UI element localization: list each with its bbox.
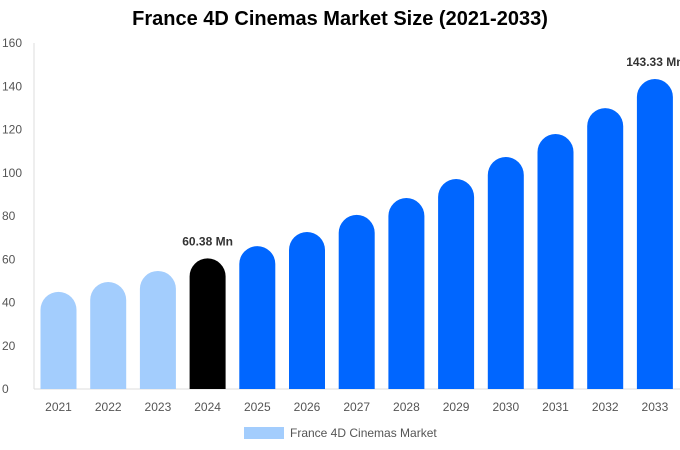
y-tick-label: 160 <box>2 36 22 50</box>
data-label: 143.33 Mn <box>626 55 680 69</box>
data-label: 60.38 Mn <box>182 234 233 248</box>
y-tick-label: 140 <box>2 79 22 93</box>
bar-2026 <box>289 232 325 389</box>
bar-2022 <box>90 281 127 389</box>
x-tick-label: 2031 <box>542 400 569 414</box>
x-tick-label: 2026 <box>294 400 321 414</box>
x-tick-label: 2024 <box>194 400 221 414</box>
y-tick-label: 80 <box>2 209 16 223</box>
x-tick-label: 2021 <box>45 400 72 414</box>
bar-2021 <box>40 291 77 389</box>
legend[interactable]: France 4D Cinemas Market <box>244 426 437 440</box>
bar-2028 <box>388 198 425 389</box>
y-tick-label: 100 <box>2 166 22 180</box>
bar-2027 <box>338 214 375 389</box>
bar-2033 <box>636 79 673 389</box>
bar-2031 <box>537 134 574 389</box>
x-tick-label: 2029 <box>443 400 470 414</box>
bar-2030 <box>487 156 524 389</box>
bar-2032 <box>587 108 624 389</box>
x-tick-label: 2030 <box>492 400 519 414</box>
x-tick-label: 2032 <box>592 400 619 414</box>
bar-2023 <box>139 270 176 389</box>
chart-title: France 4D Cinemas Market Size (2021-2033… <box>132 8 548 30</box>
bar-2025 <box>239 246 276 389</box>
x-tick-label: 2028 <box>393 400 420 414</box>
x-tick-label: 2033 <box>642 400 669 414</box>
y-tick-label: 0 <box>2 382 9 396</box>
x-tick-label: 2022 <box>95 400 122 414</box>
legend-label: France 4D Cinemas Market <box>290 426 437 440</box>
y-tick-label: 60 <box>2 252 16 266</box>
y-tick-label: 20 <box>2 339 16 353</box>
legend-swatch <box>244 427 284 439</box>
y-tick-label: 120 <box>2 123 22 137</box>
y-tick-label: 40 <box>2 296 16 310</box>
x-tick-label: 2025 <box>244 400 271 414</box>
x-tick-label: 2023 <box>145 400 172 414</box>
bar-2029 <box>438 179 475 389</box>
x-tick-label: 2027 <box>343 400 370 414</box>
bar-2024 <box>189 258 226 389</box>
